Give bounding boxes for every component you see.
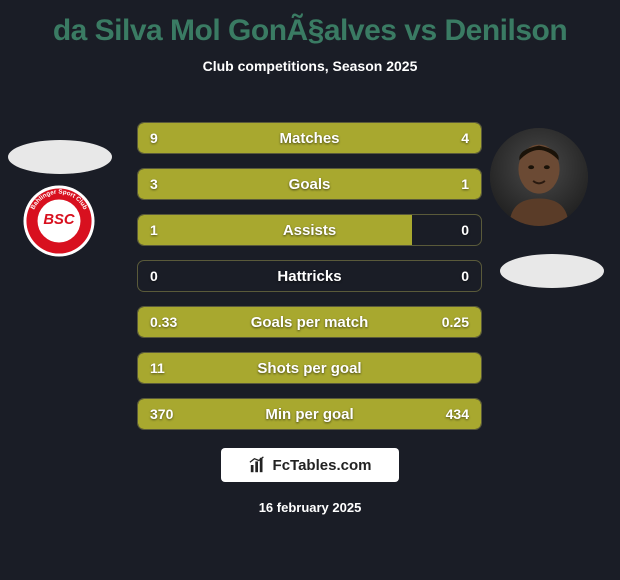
stat-label: Assists xyxy=(138,215,481,245)
stat-label: Min per goal xyxy=(138,399,481,429)
stat-label: Goals xyxy=(138,169,481,199)
player-right-ellipse xyxy=(500,254,604,288)
stat-row: 10Assists xyxy=(137,214,482,246)
subtitle: Club competitions, Season 2025 xyxy=(0,58,620,74)
brand-text: FcTables.com xyxy=(273,457,372,474)
stat-row: 0.330.25Goals per match xyxy=(137,306,482,338)
stat-label: Matches xyxy=(138,123,481,153)
brand-badge: FcTables.com xyxy=(221,448,399,482)
player-portrait-icon xyxy=(490,128,588,226)
stat-label: Shots per goal xyxy=(138,353,481,383)
stat-row: 31Goals xyxy=(137,168,482,200)
player-left-ellipse xyxy=(8,140,112,174)
stat-row: 11Shots per goal xyxy=(137,352,482,384)
stat-label: Hattricks xyxy=(138,261,481,291)
stat-comparison-area: 94Matches 31Goals 10Assists 00Hattricks 0.33… xyxy=(137,122,482,444)
bar-chart-icon xyxy=(249,456,267,474)
player-right-photo xyxy=(490,128,588,226)
stat-row: 00Hattricks xyxy=(137,260,482,292)
stat-label: Goals per match xyxy=(138,307,481,337)
stat-row: 370434Min per goal xyxy=(137,398,482,430)
bsc-badge-icon: BSC Bahlinger Sport Club xyxy=(22,184,96,258)
stat-row: 94Matches xyxy=(137,122,482,154)
svg-text:BSC: BSC xyxy=(43,212,75,228)
club-badge-left: BSC Bahlinger Sport Club xyxy=(22,184,96,258)
page-title: da Silva Mol GonÃ§alves vs Denilson xyxy=(0,0,620,48)
footer-date: 16 february 2025 xyxy=(0,500,620,515)
